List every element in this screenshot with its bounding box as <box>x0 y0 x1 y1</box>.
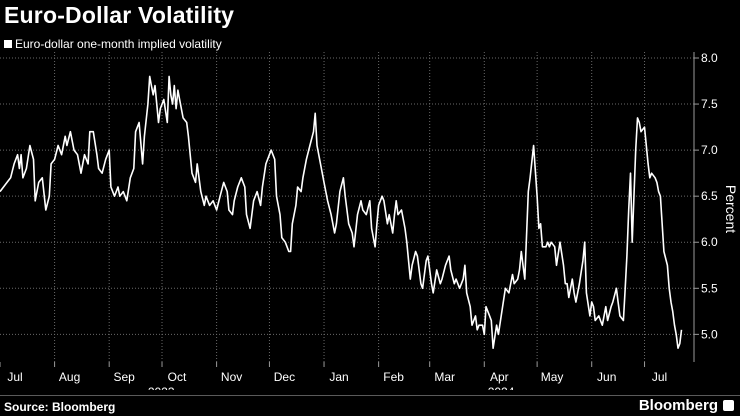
x-tick-label: Nov <box>221 370 242 384</box>
line-chart: 5.0 5.5 6.0 6.5 7.0 7.5 8.0 Jul Aug Sep Oct Nov Dec J… <box>0 51 739 390</box>
x-tick-label: Mar <box>434 370 455 384</box>
year-label: 2024 <box>488 385 515 390</box>
chart-legend: Euro-dollar one-month implied volatility <box>4 37 222 51</box>
x-tick-label: Jul <box>652 370 667 384</box>
x-tick-label: Feb <box>383 370 404 384</box>
y-tick-label: 7.5 <box>701 97 718 111</box>
brand-mark-icon <box>723 400 734 411</box>
x-tick-label: Jul <box>7 370 22 384</box>
legend-swatch <box>4 40 12 48</box>
y-tick-label: 7.0 <box>701 143 718 157</box>
x-tick-label: Dec <box>274 370 295 384</box>
year-label: 2023 <box>148 385 175 390</box>
series-line <box>0 75 683 349</box>
source-note: Source: Bloomberg <box>4 400 116 414</box>
x-tick-label: Aug <box>59 370 80 384</box>
footer-divider <box>0 395 740 396</box>
x-tick-label: Apr <box>490 370 509 384</box>
y-axis-title: Percent <box>723 185 739 233</box>
x-tick-label: Sep <box>114 370 136 384</box>
x-tick-label: May <box>541 370 564 384</box>
x-tick-label: Oct <box>168 370 187 384</box>
y-tick-label: 8.0 <box>701 51 718 65</box>
y-tick-label: 6.5 <box>701 189 718 203</box>
x-tick-label: Jun <box>597 370 616 384</box>
y-tick-label: 5.0 <box>701 327 718 341</box>
x-tick-label: Jan <box>329 370 348 384</box>
y-tick-label: 5.5 <box>701 281 718 295</box>
legend-label: Euro-dollar one-month implied volatility <box>15 37 222 51</box>
y-tick-label: 6.0 <box>701 235 718 249</box>
brand-logo: Bloomberg <box>638 397 718 414</box>
chart-title: Euro-Dollar Volatility <box>4 2 235 28</box>
